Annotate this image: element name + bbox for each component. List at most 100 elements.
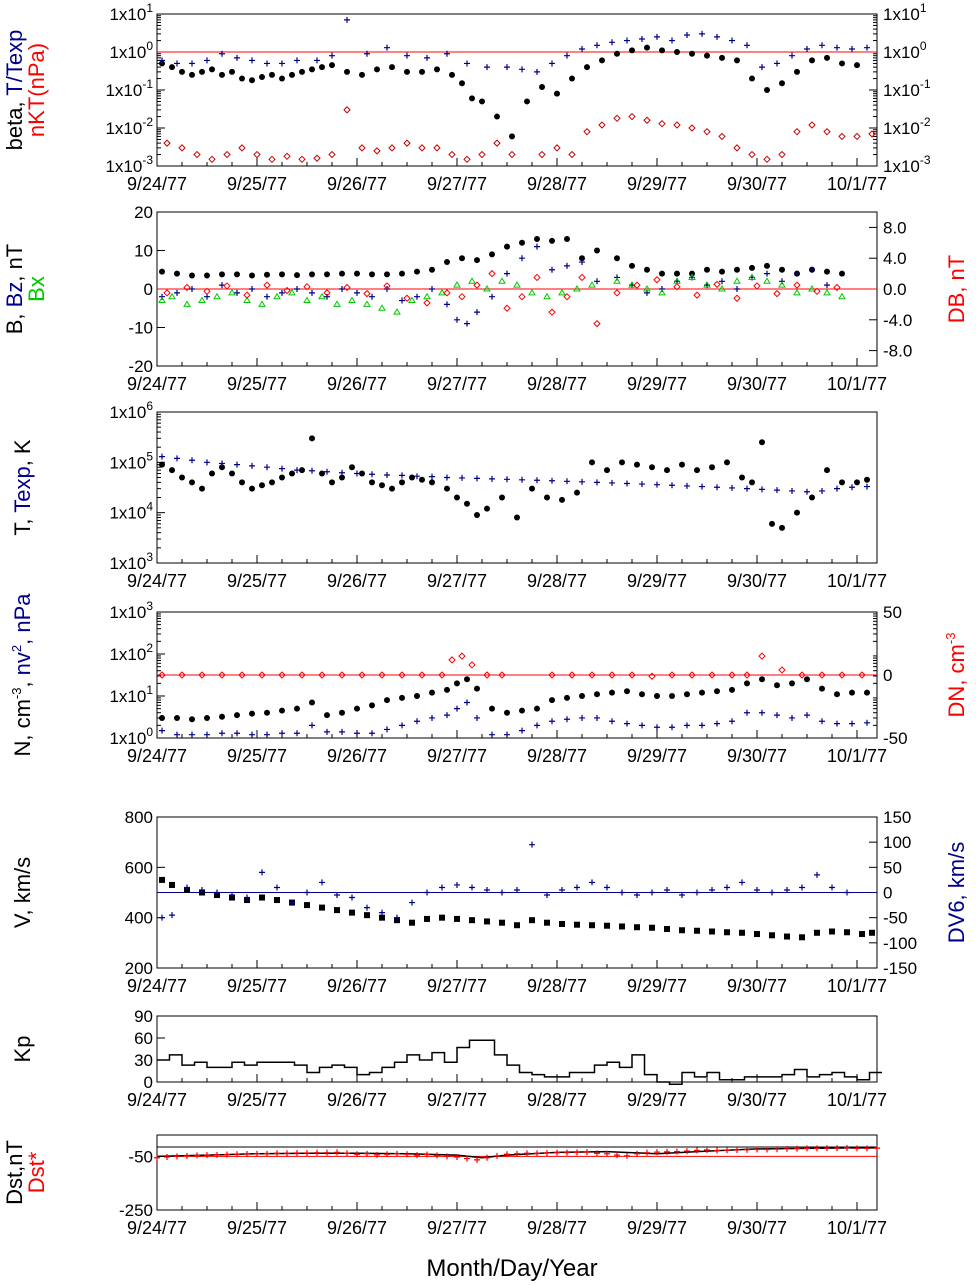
x-tick-label: 9/24/77 bbox=[127, 374, 187, 394]
data-point bbox=[529, 841, 535, 848]
data-point bbox=[718, 132, 726, 141]
data-point bbox=[224, 1151, 230, 1158]
data-point bbox=[559, 886, 565, 893]
data-point bbox=[289, 899, 295, 906]
data-point bbox=[423, 299, 431, 307]
data-point bbox=[834, 691, 840, 698]
data-point bbox=[608, 671, 616, 679]
data-point bbox=[609, 479, 615, 486]
data-point bbox=[174, 1153, 180, 1160]
y-tick-label-mantissa: 1x10 bbox=[109, 504, 146, 523]
data-point bbox=[744, 485, 750, 492]
data-point bbox=[739, 474, 745, 481]
data-point bbox=[628, 671, 636, 679]
data-point bbox=[299, 68, 305, 75]
data-point bbox=[614, 50, 620, 57]
data-point bbox=[633, 281, 641, 289]
data-point bbox=[474, 511, 480, 518]
data-point bbox=[423, 292, 431, 300]
data-point bbox=[234, 1151, 240, 1158]
data-point bbox=[739, 879, 745, 886]
data-point bbox=[673, 121, 681, 129]
data-point bbox=[719, 54, 725, 61]
y-tick-label-mantissa: 1x10 bbox=[109, 729, 146, 748]
data-point bbox=[484, 918, 490, 925]
data-point bbox=[469, 884, 475, 891]
data-point bbox=[619, 889, 625, 896]
data-point bbox=[323, 289, 331, 297]
data-point bbox=[339, 709, 345, 716]
y-axis-label-bfield-part-1: Bz bbox=[2, 282, 27, 308]
data-point bbox=[534, 1150, 540, 1157]
data-point bbox=[474, 475, 480, 482]
x-tick-label: 9/26/77 bbox=[327, 1090, 387, 1110]
data-point bbox=[444, 259, 450, 266]
data-point bbox=[709, 928, 715, 935]
data-point bbox=[324, 271, 330, 278]
data-point bbox=[588, 281, 596, 288]
data-point bbox=[454, 1153, 460, 1160]
data-point bbox=[534, 235, 540, 242]
data-point bbox=[743, 671, 751, 679]
y-tick-label: 1x104 bbox=[109, 500, 153, 523]
data-point bbox=[734, 286, 740, 292]
data-point bbox=[304, 1149, 310, 1156]
data-point bbox=[219, 464, 225, 471]
data-point bbox=[289, 470, 295, 477]
data-point bbox=[219, 460, 225, 467]
data-point bbox=[579, 478, 585, 485]
y2-tick-label-mantissa: 1x10 bbox=[883, 81, 920, 100]
data-point bbox=[364, 50, 370, 57]
data-point bbox=[494, 113, 500, 120]
data-point bbox=[534, 68, 540, 75]
data-point bbox=[274, 1150, 280, 1157]
y2-tick-label: 1x10-1 bbox=[883, 77, 931, 100]
data-point bbox=[709, 886, 715, 893]
data-point bbox=[694, 1147, 700, 1154]
data-point bbox=[734, 1147, 740, 1153]
data-point bbox=[228, 288, 236, 296]
data-point bbox=[294, 286, 300, 292]
data-point bbox=[579, 714, 585, 721]
data-point bbox=[279, 730, 285, 737]
data-point bbox=[759, 64, 765, 71]
data-point bbox=[384, 44, 390, 51]
data-point bbox=[499, 919, 505, 926]
data-point bbox=[794, 509, 800, 516]
data-point bbox=[429, 689, 435, 696]
y-axis-label-kp-part-0: Kp bbox=[10, 1036, 35, 1063]
x-tick-label: 9/27/77 bbox=[427, 1090, 487, 1110]
data-point bbox=[658, 119, 666, 128]
data-point bbox=[364, 904, 370, 911]
data-point bbox=[504, 270, 510, 277]
data-point bbox=[794, 1145, 800, 1152]
data-point bbox=[844, 929, 850, 936]
data-point bbox=[404, 52, 410, 59]
data-point bbox=[728, 671, 736, 679]
data-point bbox=[729, 686, 735, 693]
data-point bbox=[684, 32, 690, 39]
data-point bbox=[759, 709, 765, 716]
panel-kp-frame bbox=[156, 1015, 878, 1083]
data-point bbox=[688, 273, 696, 280]
data-point bbox=[673, 282, 681, 291]
x-tick-label: 9/26/77 bbox=[327, 571, 387, 591]
data-point bbox=[589, 922, 595, 929]
data-point bbox=[213, 292, 221, 300]
data-point bbox=[473, 281, 481, 289]
data-point bbox=[363, 300, 371, 307]
data-point bbox=[758, 652, 766, 660]
data-point bbox=[793, 288, 801, 296]
data-point bbox=[429, 473, 435, 480]
y-tick-label-exponent: -1 bbox=[142, 77, 153, 91]
data-point bbox=[504, 731, 510, 738]
x-tick-label: 9/25/77 bbox=[227, 1218, 287, 1238]
data-point bbox=[853, 132, 861, 141]
data-point bbox=[229, 68, 235, 75]
data-point bbox=[594, 278, 600, 285]
data-point bbox=[759, 439, 765, 446]
x-tick-label: 9/24/77 bbox=[127, 571, 187, 591]
x-tick-label: 9/26/77 bbox=[327, 976, 387, 996]
data-point bbox=[754, 1146, 760, 1153]
data-point bbox=[489, 251, 495, 258]
